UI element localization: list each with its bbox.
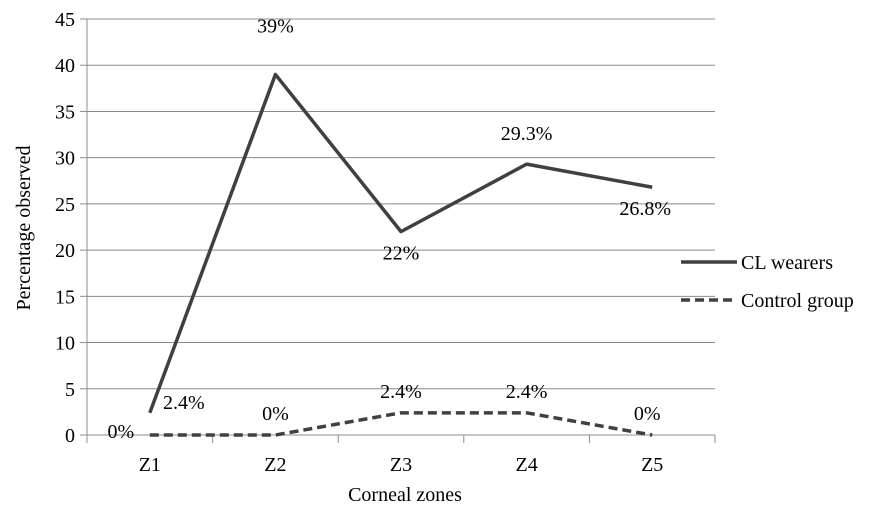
- y-tick-label: 0: [65, 425, 75, 447]
- legend: CL wearers Control group: [681, 252, 854, 312]
- data-label: 39%: [257, 15, 294, 37]
- x-tick-label: Z1: [139, 454, 161, 476]
- x-tick-label: Z3: [390, 454, 412, 476]
- data-label: 2.4%: [506, 381, 548, 403]
- series-lines: [148, 72, 653, 437]
- data-label: 0%: [634, 403, 661, 425]
- data-label: 2.4%: [163, 392, 205, 414]
- y-tick-label: 40: [55, 55, 75, 77]
- y-tick-label: 5: [65, 379, 75, 401]
- data-label: 0%: [262, 403, 289, 425]
- series-line-1: [149, 411, 653, 437]
- y-tick-label: 15: [55, 286, 75, 308]
- y-tick-label: 25: [55, 194, 75, 216]
- data-label: 0%: [107, 421, 134, 443]
- legend-label: CL wearers: [741, 252, 833, 274]
- y-tick-label: 10: [55, 333, 75, 355]
- y-tick-label: 45: [55, 9, 75, 31]
- data-label: 29.3%: [501, 123, 553, 145]
- data-label: 2.4%: [380, 381, 422, 403]
- y-tick-label: 20: [55, 240, 75, 262]
- y-tick-labels: 0 5 10 15 20 25 30 35 40 45: [55, 9, 75, 447]
- data-label: 26.8%: [619, 198, 671, 220]
- data-label: 22%: [383, 243, 420, 265]
- x-axis-title: Corneal zones: [348, 484, 462, 506]
- x-tick-label: Z4: [515, 454, 537, 476]
- y-tick-label: 35: [55, 101, 75, 123]
- x-tick-label: Z5: [641, 454, 663, 476]
- y-axis-title: Percentage observed: [13, 146, 35, 311]
- x-tick-label: Z2: [264, 454, 286, 476]
- y-tick-label: 30: [55, 148, 75, 170]
- data-labels: 2.4% 39% 22% 29.3% 26.8% 0% 0% 2.4% 2.4% 0%: [107, 15, 671, 443]
- axes: [80, 18, 716, 443]
- series-line-0: [148, 72, 653, 414]
- legend-label: Control group: [741, 290, 854, 312]
- x-tick-labels: Z1 Z2 Z3 Z4 Z5: [139, 454, 664, 476]
